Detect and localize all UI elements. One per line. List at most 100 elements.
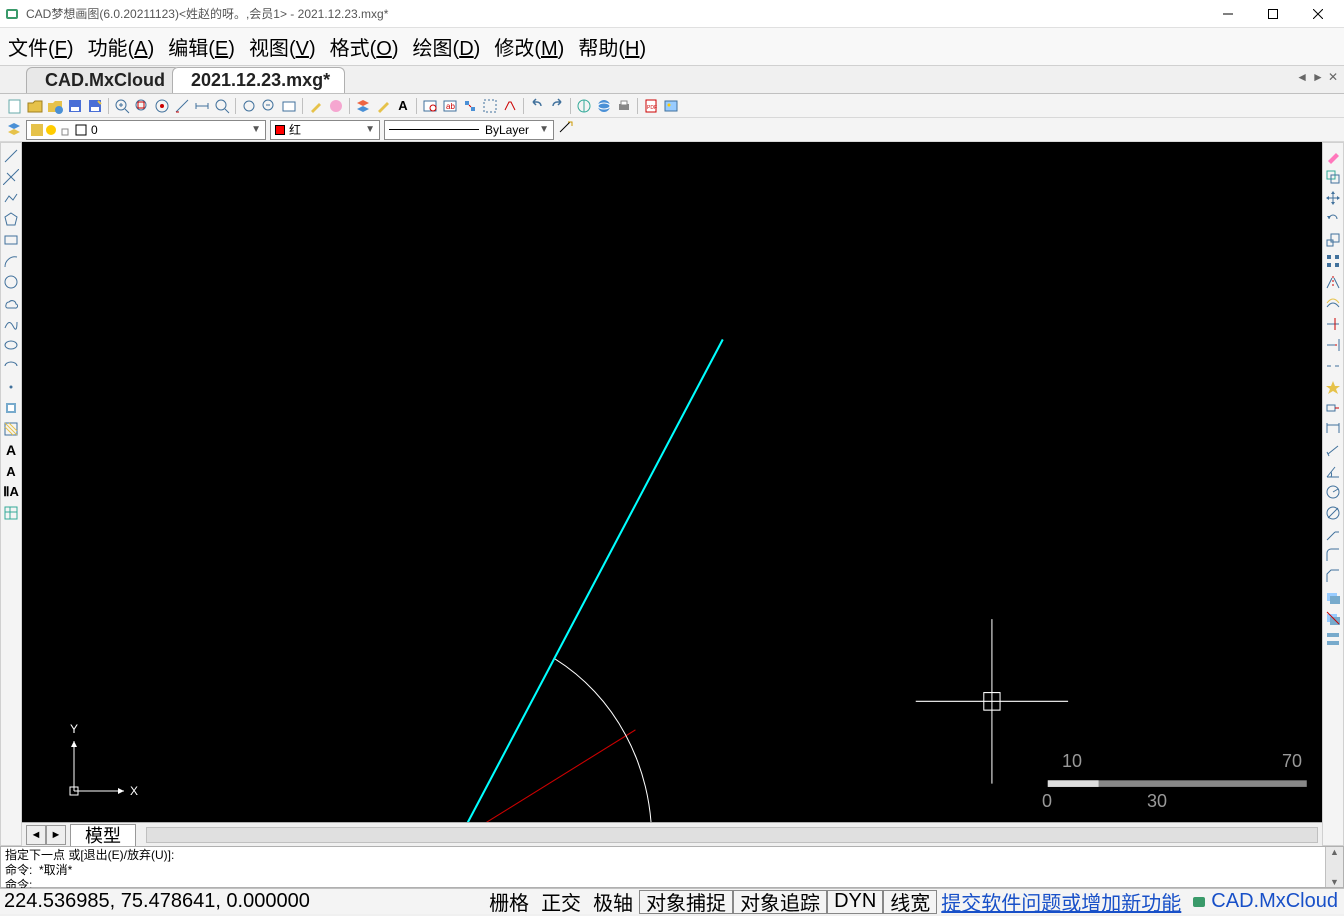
menu-view[interactable]: 视图(V) <box>249 32 316 61</box>
ungroup-icon[interactable] <box>1324 609 1342 627</box>
toggle-grid[interactable]: 栅格 <box>483 890 535 914</box>
measure-icon[interactable] <box>173 97 191 115</box>
palette-icon[interactable] <box>327 97 345 115</box>
dim-aligned-icon[interactable] <box>1324 441 1342 459</box>
image-icon[interactable] <box>662 97 680 115</box>
explode-icon[interactable] <box>1324 378 1342 396</box>
toggle-lwt[interactable]: 线宽 <box>883 890 937 914</box>
zoom-window-icon[interactable] <box>213 97 231 115</box>
hatch-tool-icon[interactable] <box>2 420 20 438</box>
change-icon[interactable] <box>501 97 519 115</box>
extend-icon[interactable] <box>1324 336 1342 354</box>
tabs-prev-icon[interactable]: ◄ <box>1296 70 1308 84</box>
menu-func[interactable]: 功能(A) <box>88 32 155 61</box>
tab-scroll-left-icon[interactable]: ◄ <box>26 825 46 845</box>
text-tool-icon[interactable]: A <box>2 441 20 459</box>
globe-icon[interactable] <box>595 97 613 115</box>
table-tool-icon[interactable] <box>2 504 20 522</box>
layer-manager-icon[interactable] <box>6 120 22 139</box>
rotate-icon[interactable] <box>1324 210 1342 228</box>
toggle-polar[interactable]: 极轴 <box>587 890 639 914</box>
zoom-all-icon[interactable] <box>153 97 171 115</box>
menu-modify[interactable]: 修改(M) <box>494 32 564 61</box>
linetype-edit-icon[interactable] <box>558 120 574 139</box>
circle-tool-icon[interactable] <box>2 273 20 291</box>
menu-help[interactable]: 帮助(H) <box>578 32 646 61</box>
command-history[interactable]: 指定下一点 或[退出(E)/放弃(U)]: 命令: *取消* 命令: <box>1 847 1325 887</box>
linetype-dropdown[interactable]: ByLayer ▼ <box>384 120 554 140</box>
spline-tool-icon[interactable] <box>2 315 20 333</box>
move-icon[interactable] <box>1324 189 1342 207</box>
group-icon[interactable] <box>1324 588 1342 606</box>
revcloud-tool-icon[interactable] <box>2 294 20 312</box>
break-icon[interactable] <box>1324 357 1342 375</box>
array-icon[interactable] <box>1324 252 1342 270</box>
toggle-ortho[interactable]: 正交 <box>535 890 587 914</box>
horizontal-scrollbar[interactable] <box>146 827 1318 843</box>
tab-doc1[interactable]: CAD.MxCloud <box>26 67 180 93</box>
zoom-in-icon[interactable] <box>113 97 131 115</box>
erase-icon[interactable] <box>1324 147 1342 165</box>
block-tool-icon[interactable] <box>2 399 20 417</box>
qselect-icon[interactable] <box>481 97 499 115</box>
dim-diameter-icon[interactable] <box>1324 504 1342 522</box>
open-icon[interactable] <box>26 97 44 115</box>
feedback-link[interactable]: 提交软件问题或增加新功能 <box>937 887 1185 916</box>
mtext-tool-icon[interactable]: A <box>2 462 20 480</box>
line-tool-icon[interactable] <box>2 147 20 165</box>
dist-icon[interactable] <box>193 97 211 115</box>
polygon-tool-icon[interactable] <box>2 210 20 228</box>
stretch-icon[interactable] <box>1324 399 1342 417</box>
layer-dropdown[interactable]: 0 ▼ <box>26 120 266 140</box>
tabs-next-icon[interactable]: ► <box>1312 70 1324 84</box>
replace-icon[interactable]: ab <box>441 97 459 115</box>
find-icon[interactable] <box>421 97 439 115</box>
menu-draw[interactable]: 绘图(D) <box>413 32 481 61</box>
drawing-canvas[interactable]: X Y 10 70 0 30 <box>22 142 1322 822</box>
command-scrollbar[interactable]: ▲▼ <box>1325 847 1343 887</box>
toggle-dyn[interactable]: DYN <box>827 890 883 914</box>
zoom-realtime-icon[interactable] <box>240 97 258 115</box>
toggle-osnap[interactable]: 对象捕捉 <box>639 890 733 914</box>
tabs-close-icon[interactable]: ✕ <box>1328 70 1338 84</box>
scale-icon[interactable] <box>1324 231 1342 249</box>
ellipse-tool-icon[interactable] <box>2 336 20 354</box>
toggle-otrack[interactable]: 对象追踪 <box>733 890 827 914</box>
highlight-icon[interactable] <box>374 97 392 115</box>
align-icon[interactable] <box>1324 630 1342 648</box>
chamfer-icon[interactable] <box>1324 567 1342 585</box>
regen-icon[interactable] <box>280 97 298 115</box>
text-icon[interactable]: A <box>394 97 412 115</box>
layers-icon[interactable] <box>354 97 372 115</box>
menu-file[interactable]: 文件(F) <box>8 32 74 61</box>
minimize-button[interactable] <box>1205 0 1250 28</box>
dim-angular-icon[interactable] <box>1324 462 1342 480</box>
ellipsearc-tool-icon[interactable] <box>2 357 20 375</box>
trim-icon[interactable] <box>1324 315 1342 333</box>
offset-icon[interactable] <box>1324 294 1342 312</box>
compass-icon[interactable] <box>575 97 593 115</box>
menu-format[interactable]: 格式(O) <box>330 32 399 61</box>
saveas-icon[interactable] <box>86 97 104 115</box>
dim-linear-icon[interactable] <box>1324 420 1342 438</box>
mirror-icon[interactable] <box>1324 273 1342 291</box>
undo-icon[interactable] <box>528 97 546 115</box>
match-icon[interactable] <box>461 97 479 115</box>
brush-icon[interactable] <box>307 97 325 115</box>
model-tab[interactable]: 模型 <box>70 824 136 846</box>
arc-tool-icon[interactable] <box>2 252 20 270</box>
rectangle-tool-icon[interactable] <box>2 231 20 249</box>
pdf-icon[interactable]: PDF <box>642 97 660 115</box>
tab-scroll-right-icon[interactable]: ► <box>46 825 66 845</box>
zoom-out-icon[interactable] <box>260 97 278 115</box>
color-dropdown[interactable]: 红 ▼ <box>270 120 380 140</box>
zoom-extents-icon[interactable] <box>133 97 151 115</box>
point-tool-icon[interactable] <box>2 378 20 396</box>
fillet-icon[interactable] <box>1324 546 1342 564</box>
save-icon[interactable] <box>66 97 84 115</box>
copy-icon[interactable] <box>1324 168 1342 186</box>
redo-icon[interactable] <box>548 97 566 115</box>
brand[interactable]: CAD.MxCloud <box>1185 890 1344 913</box>
vtext-tool-icon[interactable]: ⅡA <box>2 483 20 501</box>
xline-tool-icon[interactable] <box>2 168 20 186</box>
